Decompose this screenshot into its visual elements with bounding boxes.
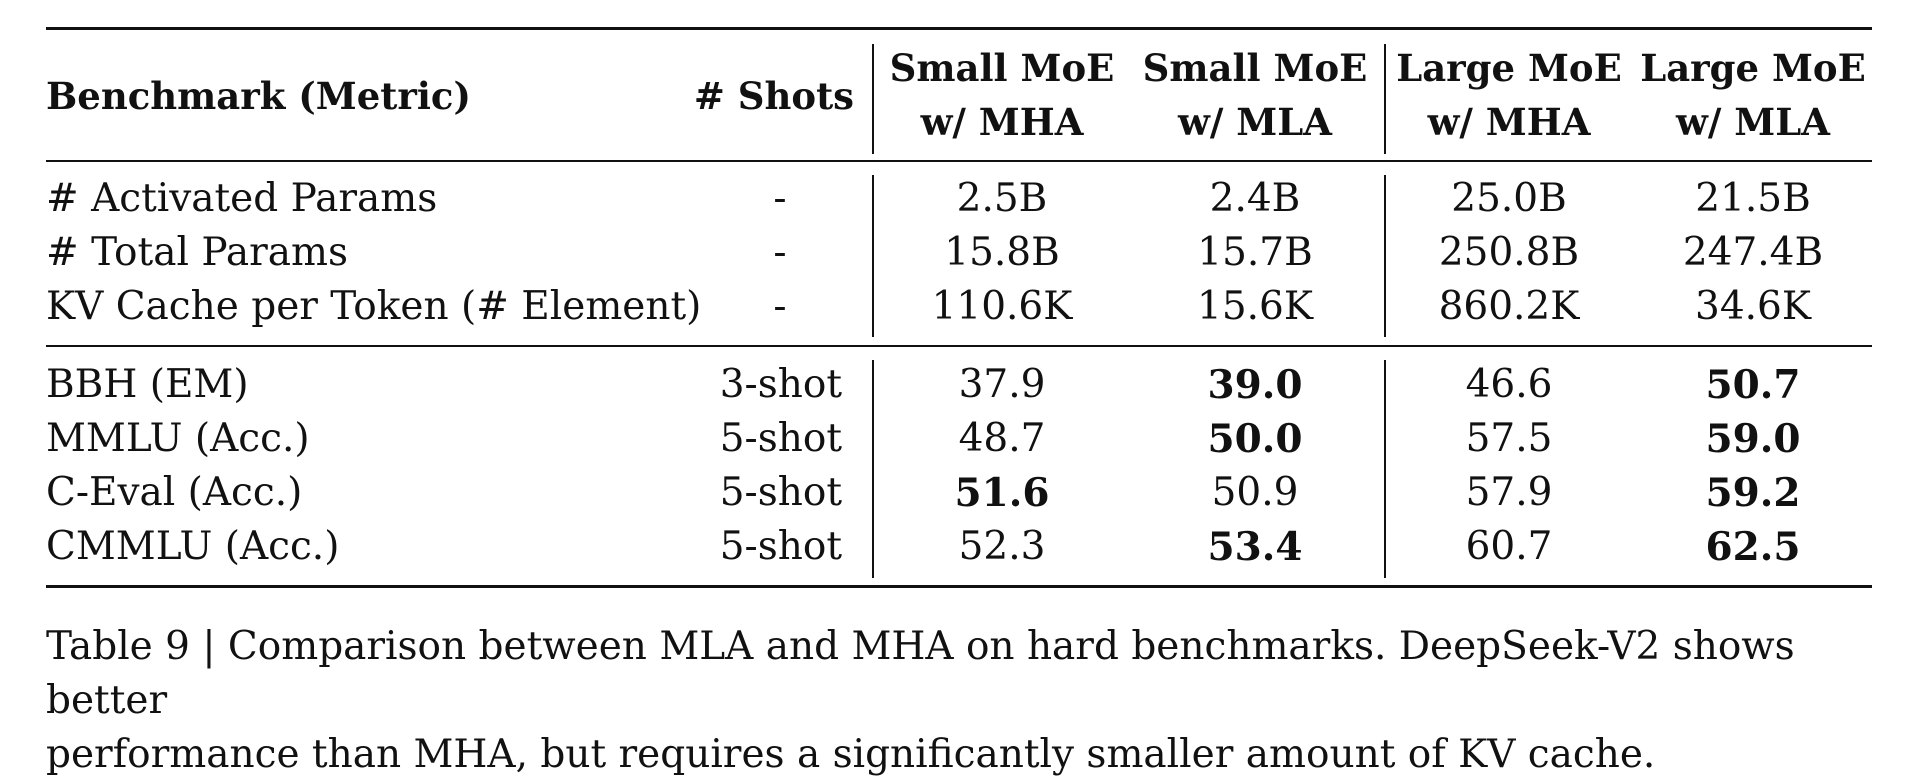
param-row-value-col2: 15.6K [1197,284,1313,329]
param-divider-small-large [1384,175,1386,337]
bench-row-value-col4: 59.2 [1705,470,1801,516]
table-caption: Table 9 | Comparison between MLA and MHA… [46,620,1876,782]
bench-row-label: MMLU (Acc.) [46,416,310,461]
param-row-shots: - [773,284,787,329]
bench-row-value-col3: 46.6 [1465,362,1553,407]
param-row-label: # Activated Params [46,176,438,221]
bottom-rule [46,585,1872,588]
header-large-moe-mha-line2: w/ MHA [1427,100,1591,144]
bench-row-shots: 5-shot [719,416,842,461]
header-benchmark: Benchmark (Metric) [46,74,471,118]
bench-row-value-col2: 50.0 [1207,416,1303,462]
param-divider-shots [872,175,874,337]
header-divider-shots [872,44,874,154]
top-rule [46,27,1872,30]
param-row-label: # Total Params [46,230,348,275]
header-shots: # Shots [693,74,854,118]
header-small-moe-mla-line2: w/ MLA [1178,100,1332,144]
param-row-value-col3: 860.2K [1438,284,1580,329]
bench-row-value-col2: 53.4 [1207,524,1303,570]
bench-row-value-col4: 62.5 [1705,524,1801,570]
header-small-moe-mla-line1: Small MoE [1142,46,1368,90]
bench-row-value-col2: 39.0 [1207,362,1303,408]
param-row-label: KV Cache per Token (# Element) [46,284,702,329]
header-rule [46,160,1872,162]
param-row-value-col2: 2.4B [1209,176,1301,221]
header-divider-small-large [1384,44,1386,154]
param-row-value-col1: 110.6K [931,284,1073,329]
bench-row-shots: 5-shot [719,524,842,569]
bench-row-value-col2: 50.9 [1211,470,1299,515]
param-row-value-col2: 15.7B [1197,230,1313,275]
param-row-value-col3: 25.0B [1451,176,1567,221]
header-large-moe-mha-line1: Large MoE [1396,46,1622,90]
bench-row-value-col1: 37.9 [958,362,1046,407]
param-row-shots: - [773,230,787,275]
param-row-value-col4: 34.6K [1695,284,1811,329]
header-large-moe-mla-line1: Large MoE [1640,46,1866,90]
section-rule [46,345,1872,347]
bench-row-value-col4: 59.0 [1705,416,1801,462]
bench-row-value-col3: 60.7 [1465,524,1553,569]
param-row-value-col1: 2.5B [956,176,1048,221]
bench-row-value-col3: 57.5 [1465,416,1553,461]
header-small-moe-mha-line2: w/ MHA [920,100,1084,144]
param-row-value-col3: 250.8B [1438,230,1580,275]
bench-divider-shots [872,360,874,578]
param-row-shots: - [773,176,787,221]
bench-row-label: CMMLU (Acc.) [46,524,340,569]
bench-row-value-col4: 50.7 [1705,362,1801,408]
bench-row-value-col1: 51.6 [954,470,1050,516]
param-row-value-col1: 15.8B [944,230,1060,275]
header-small-moe-mha-line1: Small MoE [889,46,1115,90]
bench-row-value-col1: 52.3 [958,524,1046,569]
bench-row-label: BBH (EM) [46,362,249,407]
header-large-moe-mla-line2: w/ MLA [1676,100,1830,144]
bench-row-shots: 5-shot [719,470,842,515]
bench-row-label: C-Eval (Acc.) [46,470,303,515]
bench-row-shots: 3-shot [719,362,842,407]
bench-row-value-col3: 57.9 [1465,470,1553,515]
bench-divider-small-large [1384,360,1386,578]
bench-row-value-col1: 48.7 [958,416,1046,461]
param-row-value-col4: 247.4B [1682,230,1824,275]
caption-line-2: performance than MHA, but requires a sig… [46,732,1656,777]
caption-line-1: Table 9 | Comparison between MLA and MHA… [46,624,1795,723]
param-row-value-col4: 21.5B [1695,176,1811,221]
